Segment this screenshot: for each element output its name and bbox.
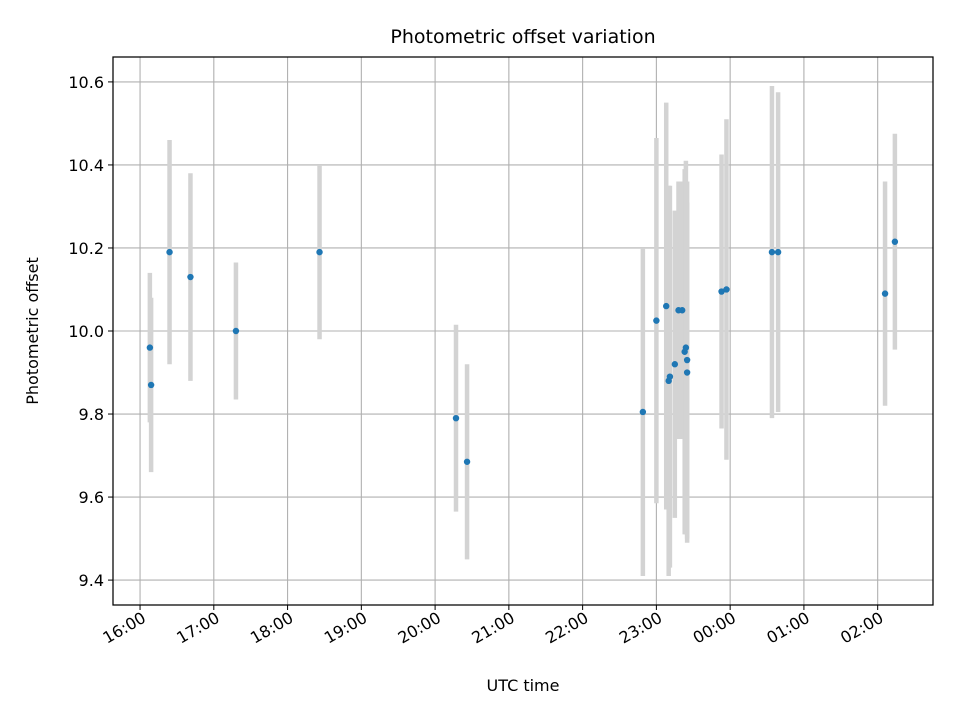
y-tick-label: 9.4 xyxy=(79,571,104,590)
x-tick-label: 17:00 xyxy=(173,608,222,648)
data-point xyxy=(463,458,471,465)
grid xyxy=(113,57,933,605)
x-tick-label: 02:00 xyxy=(837,608,886,648)
data-point xyxy=(666,373,674,380)
data-point xyxy=(718,288,725,295)
data-point xyxy=(653,317,660,324)
x-tick-label: 00:00 xyxy=(690,608,739,648)
x-tick-label: 23:00 xyxy=(616,608,665,648)
data-points xyxy=(146,238,899,465)
data-point xyxy=(671,361,679,368)
data-point xyxy=(232,327,240,335)
x-axis-title: UTC time xyxy=(487,676,560,695)
data-point xyxy=(639,408,647,416)
x-axis-ticks: 16:00 17:00 18:00 19:00 20:00 21:00 22:00 23:00… xyxy=(100,605,887,648)
data-point xyxy=(683,356,691,364)
x-tick-label: 01:00 xyxy=(763,608,812,648)
x-tick-label: 21:00 xyxy=(468,608,517,648)
y-tick-label: 10.4 xyxy=(68,156,104,175)
data-point xyxy=(881,290,889,297)
x-tick-label: 19:00 xyxy=(321,608,370,648)
data-point xyxy=(166,248,173,256)
data-point xyxy=(683,369,691,376)
data-point xyxy=(723,286,730,293)
data-point xyxy=(682,344,690,351)
y-tick-label: 9.6 xyxy=(79,488,104,507)
x-tick-label: 18:00 xyxy=(247,608,296,648)
y-tick-label: 10.2 xyxy=(68,239,104,258)
chart-title: Photometric offset variation xyxy=(390,26,655,48)
data-point xyxy=(316,248,323,256)
data-point xyxy=(891,238,899,245)
x-tick-label: 16:00 xyxy=(100,608,149,648)
y-axis-title: Photometric offset xyxy=(23,257,42,405)
data-point xyxy=(663,302,670,310)
y-tick-label: 9.8 xyxy=(79,405,104,424)
y-tick-label: 10.0 xyxy=(68,322,104,341)
data-point xyxy=(187,273,194,281)
data-point xyxy=(774,248,782,256)
y-tick-label: 10.6 xyxy=(68,73,104,92)
data-point xyxy=(679,307,686,314)
data-point xyxy=(452,414,460,422)
data-point xyxy=(768,248,776,256)
data-point xyxy=(147,381,155,389)
data-point xyxy=(146,344,154,351)
x-tick-label: 22:00 xyxy=(542,608,591,648)
x-tick-label: 20:00 xyxy=(395,608,444,648)
y-axis-ticks: 9.4 9.6 9.8 10.0 10.2 10.4 10.6 xyxy=(68,73,113,590)
